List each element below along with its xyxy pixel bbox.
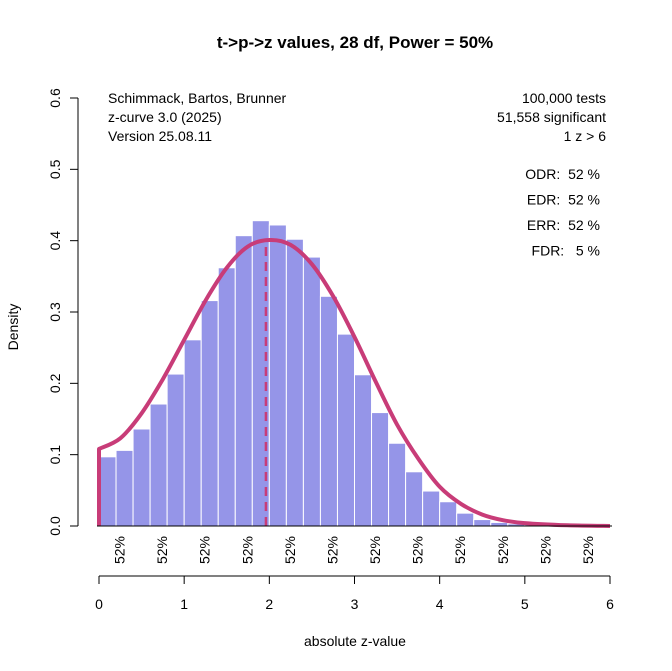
histogram-bar	[149, 403, 168, 527]
bar-label: 52%	[537, 536, 553, 564]
y-axis-label: Density	[5, 304, 21, 351]
stat-line: EDR: 52 %	[527, 192, 600, 208]
histogram-bar	[473, 519, 492, 527]
bar-label: 52%	[197, 536, 213, 564]
x-tick-label: 2	[265, 596, 273, 612]
annotation-line: Version 25.08.11	[108, 128, 212, 144]
histogram-bar	[336, 333, 356, 527]
histogram-bar	[439, 501, 458, 527]
bar-label: 52%	[112, 536, 128, 564]
histogram-bar	[422, 490, 441, 527]
x-axis-label: absolute z-value	[304, 633, 406, 649]
histogram-bar	[490, 521, 509, 527]
histogram-bar	[405, 471, 424, 527]
y-tick-label: 0.4	[47, 231, 63, 251]
x-tick-label: 6	[606, 596, 614, 612]
annotation-line: 51,558 significant	[497, 109, 606, 125]
histogram-bar	[354, 374, 373, 527]
histogram-bars	[98, 220, 611, 527]
stat-line: ERR: 52 %	[527, 217, 600, 233]
histogram-bar	[132, 428, 151, 527]
y-tick-label: 0.0	[47, 516, 63, 536]
bar-label: 52%	[410, 536, 426, 564]
x-tick-label: 0	[95, 596, 103, 612]
histogram-bar	[234, 235, 253, 527]
histogram-bar	[456, 512, 475, 527]
annotation-line: 100,000 tests	[522, 90, 606, 106]
bar-label: 52%	[452, 536, 468, 564]
x-tick-label: 4	[436, 596, 444, 612]
bar-label: 52%	[495, 536, 511, 564]
annotation-line: Schimmack, Bartos, Brunner	[108, 90, 287, 106]
y-tick-label: 0.3	[47, 302, 63, 322]
histogram-bar	[115, 449, 134, 527]
histogram-bar	[217, 267, 236, 527]
histogram-bar	[200, 300, 219, 527]
histogram-bar	[183, 339, 202, 527]
annotation-line: 1 z > 6	[564, 128, 607, 144]
density-curve	[97, 237, 611, 528]
x-axis: 0 1 2 3 4 5 6	[95, 575, 614, 612]
bar-label: 52%	[367, 536, 383, 564]
histogram-bar	[371, 412, 390, 527]
bar-label: 52%	[282, 536, 298, 564]
bar-label: 52%	[154, 536, 170, 564]
histogram-bar	[388, 442, 407, 527]
y-tick-label: 0.1	[47, 445, 63, 465]
y-tick-label: 0.6	[47, 88, 63, 108]
annotation-counts: 100,000 tests 51,558 significant 1 z > 6	[497, 90, 606, 144]
histogram-bar	[319, 295, 338, 527]
histogram-bar	[302, 256, 321, 527]
y-tick-label: 0.5	[47, 159, 63, 179]
y-tick-label: 0.2	[47, 373, 63, 393]
x-tick-label: 5	[521, 596, 529, 612]
annotation-line: z-curve 3.0 (2025)	[108, 109, 222, 125]
histogram-bar	[98, 456, 117, 527]
histogram-bar	[166, 373, 185, 527]
y-axis: 0.0 0.1 0.2 0.3 0.4 0.5 0.6	[47, 88, 79, 536]
annotation-stats: ODR: 52 % EDR: 52 % ERR: 52 % FDR: 5 %	[525, 166, 600, 259]
x-tick-label: 1	[180, 596, 188, 612]
stat-line: ODR: 52 %	[525, 166, 600, 182]
bar-labels: 52% 52% 52% 52% 52% 52% 52% 52% 52% 52% 52% 52%	[112, 536, 596, 564]
histogram-bar	[268, 224, 287, 527]
stat-line: FDR: 5 %	[532, 243, 600, 259]
x-tick-label: 3	[351, 596, 359, 612]
bar-label: 52%	[324, 536, 340, 564]
bar-label: 52%	[580, 536, 596, 564]
chart-title: t->p->z values, 28 df, Power = 50%	[217, 33, 493, 52]
bar-label: 52%	[239, 536, 255, 564]
annotation-authors: Schimmack, Bartos, Brunner z-curve 3.0 (2…	[108, 90, 287, 144]
histogram-bar	[285, 238, 304, 527]
